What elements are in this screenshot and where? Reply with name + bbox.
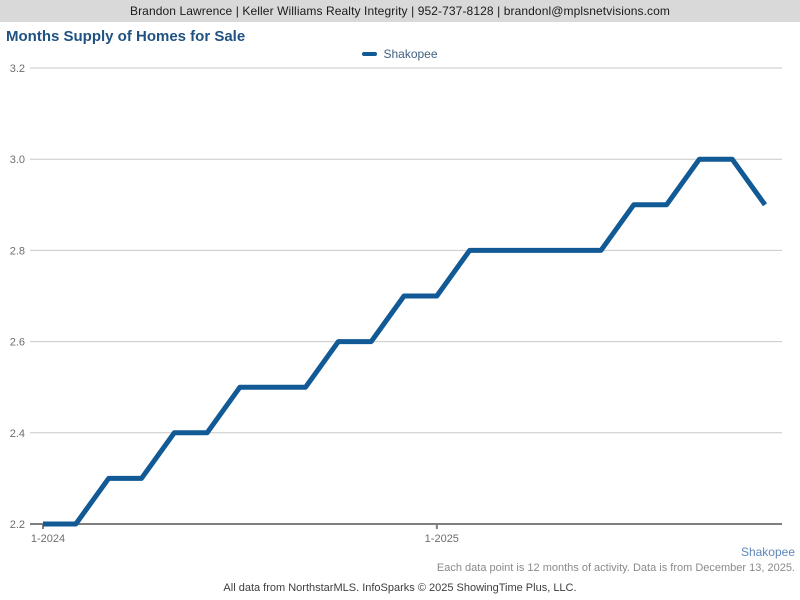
y-tick-label: 3.2: [10, 63, 25, 75]
y-tick-label: 2.8: [10, 245, 25, 257]
footer-series-label[interactable]: Shakopee: [740, 545, 795, 559]
contact-line: Brandon Lawrence | Keller Williams Realt…: [129, 4, 671, 18]
legend-line-swatch: [362, 52, 378, 56]
y-tick-label: 2.6: [10, 337, 25, 349]
attribution-text: All data from NorthstarMLS. InfoSparks ©…: [223, 582, 577, 594]
header-bar: Brandon Lawrence | Keller Williams Realt…: [0, 0, 800, 22]
y-tick-label: 2.4: [10, 428, 25, 440]
y-tick-label: 2.2: [10, 519, 25, 531]
legend: Shakopee: [0, 46, 800, 62]
legend-item-shakopee[interactable]: Shakopee: [383, 47, 438, 61]
x-tick-label: 1-2025: [425, 533, 459, 545]
chart-area: 2.2 2.4 2.6 2.8 3.0 3.2 1-2024 1-2025: [0, 58, 800, 548]
months-supply-line-chart: 2.2 2.4 2.6 2.8 3.0 3.2 1-2024 1-2025: [10, 63, 782, 545]
x-tick-label: 1-2024: [31, 533, 65, 545]
page-title: Months Supply of Homes for Sale: [6, 28, 246, 45]
y-tick-label: 3.0: [10, 154, 25, 166]
series-line-shakopee: [43, 156, 768, 527]
data-point-note: Each data point is 12 months of activity…: [436, 562, 795, 574]
